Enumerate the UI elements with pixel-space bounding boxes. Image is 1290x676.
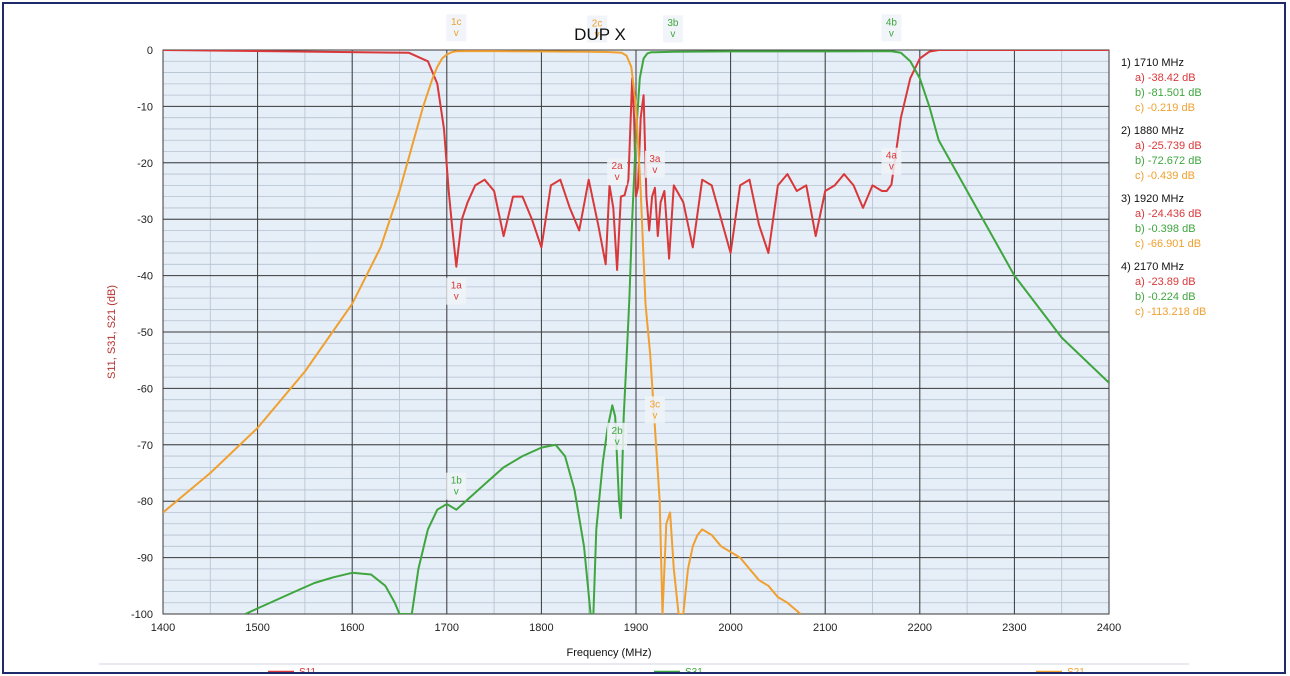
marker-label-bg xyxy=(446,14,467,42)
marker-4a: 4av xyxy=(881,147,902,175)
marker-table-value: c) -0.219 dB xyxy=(1135,102,1195,114)
legend-label: S11 xyxy=(299,667,316,672)
marker-arrow-glyph: v xyxy=(889,28,894,39)
y-tick-label: -100 xyxy=(131,609,153,621)
marker-label-bg xyxy=(587,15,608,43)
y-tick-label: -70 xyxy=(137,440,153,452)
x-tick-label: 2000 xyxy=(718,622,742,634)
marker-table-header: 1) 1710 MHz xyxy=(1121,57,1184,69)
marker-4b: 4bv xyxy=(881,14,902,42)
y-tick-label: -30 xyxy=(137,214,153,226)
legend-item-s31[interactable]: S31 xyxy=(654,667,703,672)
marker-3a: 3av xyxy=(644,150,665,178)
chart-title: DUP X xyxy=(574,25,626,44)
marker-3b: 3bv xyxy=(662,15,683,43)
marker-label-bg xyxy=(662,15,683,43)
y-tick-label: -40 xyxy=(137,271,153,283)
marker-table-value: c) -113.218 dB xyxy=(1135,306,1206,318)
marker-arrow-glyph: v xyxy=(652,410,657,421)
marker-label-bg xyxy=(881,147,902,175)
x-tick-label: 2100 xyxy=(813,622,837,634)
x-tick-label: 1900 xyxy=(624,622,648,634)
marker-arrow-glyph: v xyxy=(595,29,600,40)
marker-table-value: a) -23.89 dB xyxy=(1135,276,1196,288)
y-tick-label: -50 xyxy=(137,327,153,339)
marker-label-bg xyxy=(446,472,467,500)
series-line-s31 xyxy=(244,50,1109,614)
x-tick-label: 1700 xyxy=(435,622,459,634)
legend-label: S31 xyxy=(685,667,703,672)
marker-label-bg xyxy=(881,14,902,42)
marker-arrow-glyph: v xyxy=(670,29,675,40)
x-tick-label: 2200 xyxy=(908,622,932,634)
legend-item-s11[interactable]: S11 xyxy=(268,667,316,672)
marker-1b: 1bv xyxy=(446,472,467,500)
marker-label-bg xyxy=(607,422,628,450)
y-axis-label: S11, S31, S21 (dB) xyxy=(106,285,118,379)
marker-id-label: 4b xyxy=(886,17,898,28)
marker-label-bg xyxy=(446,277,467,305)
marker-label-bg xyxy=(644,150,665,178)
marker-table-value: b) -0.224 dB xyxy=(1135,291,1196,303)
marker-id-label: 3c xyxy=(650,399,661,410)
marker-table-value: a) -38.42 dB xyxy=(1135,72,1196,84)
marker-id-label: 2a xyxy=(612,161,624,172)
marker-id-label: 2c xyxy=(592,18,603,29)
marker-arrow-glyph: v xyxy=(454,487,459,498)
series-line-s11 xyxy=(163,50,1109,271)
marker-1a: 1av xyxy=(446,277,467,305)
marker-arrow-glyph: v xyxy=(652,165,657,176)
marker-table-value: b) -0.398 dB xyxy=(1135,223,1196,235)
legend-label: S21 xyxy=(1067,667,1085,672)
marker-id-label: 1b xyxy=(451,476,463,487)
marker-arrow-glyph: v xyxy=(889,162,894,173)
y-tick-label: -90 xyxy=(137,553,153,565)
marker-2b: 2bv xyxy=(607,422,628,450)
marker-table-value: b) -72.672 dB xyxy=(1135,155,1202,167)
x-tick-label: 1400 xyxy=(151,622,175,634)
y-tick-label: -20 xyxy=(137,158,153,170)
series-line-s21 xyxy=(163,50,802,614)
legend-item-s21[interactable]: S21 xyxy=(1036,667,1085,672)
y-tick-label: -10 xyxy=(137,101,153,113)
marker-id-label: 2b xyxy=(612,426,624,437)
marker-table-value: b) -81.501 dB xyxy=(1135,87,1202,99)
y-tick-label: -80 xyxy=(137,496,153,508)
marker-arrow-glyph: v xyxy=(454,28,459,39)
marker-id-label: 3b xyxy=(667,18,679,29)
marker-2a: 2av xyxy=(607,158,628,186)
marker-table-value: a) -24.436 dB xyxy=(1135,208,1202,220)
x-tick-label: 1600 xyxy=(340,622,364,634)
marker-arrow-glyph: v xyxy=(454,292,459,303)
marker-label-bg xyxy=(644,396,665,424)
marker-table-value: c) -66.901 dB xyxy=(1135,238,1201,250)
y-tick-label: -60 xyxy=(137,383,153,395)
marker-label-bg xyxy=(607,158,628,186)
x-tick-label: 1500 xyxy=(245,622,269,634)
marker-table-header: 4) 2170 MHz xyxy=(1121,261,1184,273)
marker-table-header: 2) 1880 MHz xyxy=(1121,125,1184,137)
marker-id-label: 1c xyxy=(451,17,462,28)
marker-id-label: 3a xyxy=(649,154,661,165)
marker-3c: 3cv xyxy=(644,396,665,424)
sparam-chart: 1400 1500 1600 1700 1800 1900 2000 2100 2200 2300… xyxy=(99,14,1206,672)
marker-arrow-glyph: v xyxy=(615,172,620,183)
marker-id-label: 1a xyxy=(451,281,463,292)
marker-table-value: c) -0.439 dB xyxy=(1135,170,1195,182)
x-tick-label: 2300 xyxy=(1002,622,1026,634)
marker-id-label: 4a xyxy=(886,151,898,162)
x-axis-label: Frequency (MHz) xyxy=(567,647,652,659)
x-tick-label: 1800 xyxy=(529,622,553,634)
x-tick-label: 2400 xyxy=(1097,622,1121,634)
y-tick-label: 0 xyxy=(147,45,153,57)
marker-table-value: a) -25.739 dB xyxy=(1135,140,1202,152)
marker-arrow-glyph: v xyxy=(615,437,620,448)
marker-table-header: 3) 1920 MHz xyxy=(1121,193,1184,205)
marker-1c: 1cv xyxy=(446,14,467,42)
marker-2c: 2cv xyxy=(587,15,608,43)
